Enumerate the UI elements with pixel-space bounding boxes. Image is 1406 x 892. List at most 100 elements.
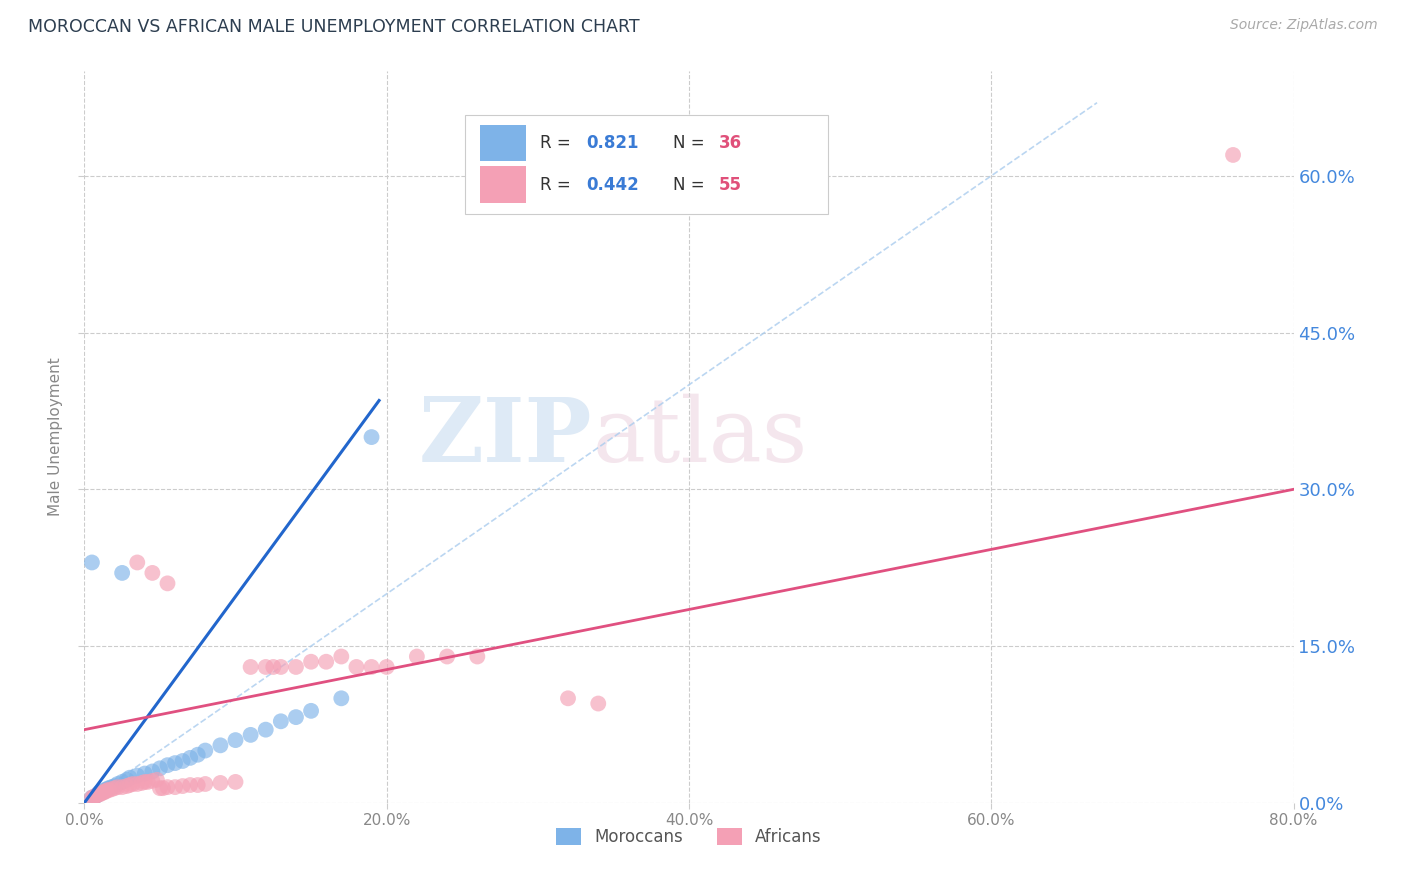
Point	[104, 779, 127, 793]
Point	[111, 566, 134, 580]
Point	[127, 777, 149, 791]
Point	[557, 691, 579, 706]
Point	[194, 743, 217, 757]
Point	[239, 660, 262, 674]
Point	[262, 660, 284, 674]
Text: 0.442: 0.442	[586, 176, 638, 194]
Point	[115, 772, 138, 787]
Text: 0.821: 0.821	[586, 134, 638, 152]
Point	[406, 649, 429, 664]
Text: ZIP: ZIP	[419, 393, 592, 481]
Point	[315, 655, 337, 669]
Point	[187, 778, 209, 792]
FancyBboxPatch shape	[479, 125, 526, 161]
Point	[131, 776, 153, 790]
Point	[299, 704, 322, 718]
Point	[254, 660, 277, 674]
Point	[141, 764, 163, 779]
Point	[93, 785, 115, 799]
Point	[179, 751, 201, 765]
Point	[330, 649, 353, 664]
Point	[172, 754, 194, 768]
Point	[94, 784, 117, 798]
Point	[149, 781, 172, 796]
Point	[194, 777, 217, 791]
Point	[360, 430, 382, 444]
Point	[254, 723, 277, 737]
Point	[89, 785, 111, 799]
Point	[80, 790, 103, 805]
Text: R =: R =	[540, 176, 576, 194]
Point	[285, 710, 308, 724]
Point	[588, 697, 610, 711]
Text: MOROCCAN VS AFRICAN MALE UNEMPLOYMENT CORRELATION CHART: MOROCCAN VS AFRICAN MALE UNEMPLOYMENT CO…	[28, 18, 640, 36]
Point	[156, 758, 179, 772]
Point	[285, 660, 308, 674]
Point	[375, 660, 398, 674]
Point	[225, 733, 247, 747]
Point	[141, 566, 163, 580]
FancyBboxPatch shape	[465, 115, 828, 214]
Point	[111, 780, 134, 794]
Point	[80, 790, 103, 805]
Point	[96, 783, 118, 797]
Point	[90, 786, 112, 800]
Point	[149, 761, 172, 775]
Point	[93, 783, 115, 797]
Point	[172, 779, 194, 793]
Point	[152, 781, 174, 796]
Text: atlas: atlas	[592, 393, 807, 481]
Point	[156, 780, 179, 794]
Point	[134, 775, 156, 789]
Text: Source: ZipAtlas.com: Source: ZipAtlas.com	[1230, 18, 1378, 32]
Text: N =: N =	[673, 134, 710, 152]
Point	[141, 773, 163, 788]
Point	[82, 790, 104, 805]
Point	[136, 775, 159, 789]
Point	[84, 789, 107, 804]
Point	[87, 788, 110, 802]
Point	[346, 660, 368, 674]
Point	[118, 771, 141, 785]
Legend: Moroccans, Africans: Moroccans, Africans	[550, 822, 828, 853]
Point	[100, 780, 122, 794]
Text: N =: N =	[673, 176, 710, 194]
Text: R =: R =	[540, 134, 576, 152]
Point	[134, 766, 156, 780]
Point	[86, 789, 108, 803]
Point	[165, 780, 187, 794]
Point	[270, 714, 292, 729]
Point	[84, 789, 107, 804]
Point	[1222, 148, 1244, 162]
Point	[91, 785, 114, 799]
Point	[111, 775, 134, 789]
Y-axis label: Male Unemployment: Male Unemployment	[48, 358, 63, 516]
Point	[360, 660, 382, 674]
Point	[299, 655, 322, 669]
Point	[187, 747, 209, 762]
Point	[179, 778, 201, 792]
Point	[467, 649, 489, 664]
Point	[165, 756, 187, 770]
Point	[127, 556, 149, 570]
Point	[225, 775, 247, 789]
Point	[121, 777, 143, 791]
Text: 55: 55	[720, 176, 742, 194]
Point	[118, 778, 141, 792]
Point	[80, 556, 103, 570]
Point	[436, 649, 458, 664]
Text: 36: 36	[720, 134, 742, 152]
Point	[87, 788, 110, 802]
Point	[96, 782, 118, 797]
Point	[270, 660, 292, 674]
Point	[104, 781, 127, 796]
Point	[86, 789, 108, 803]
Point	[146, 772, 169, 787]
Point	[89, 788, 111, 802]
Point	[91, 785, 114, 799]
Point	[156, 576, 179, 591]
Point	[97, 781, 120, 796]
Point	[107, 780, 129, 794]
Point	[107, 777, 129, 791]
Point	[127, 769, 149, 783]
